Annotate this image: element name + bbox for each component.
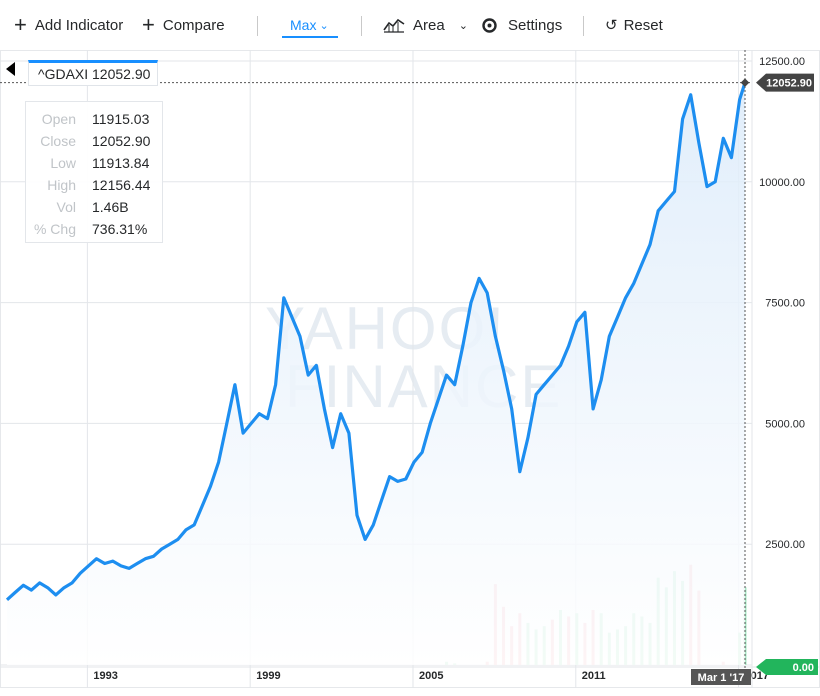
tooltip-label: % Chg: [33, 221, 76, 237]
crosshair-marker: [740, 78, 750, 87]
date-tag: [691, 669, 751, 685]
x-tick-label: 1999: [256, 670, 280, 682]
y-tick-label: 5000.00: [765, 418, 805, 430]
settings-label: Settings: [508, 16, 563, 34]
range-underline: [282, 36, 338, 38]
price-area: [7, 82, 745, 666]
toolbar-divider: [361, 16, 362, 36]
tooltip-label: Close: [40, 133, 76, 149]
tooltip-value: 12052.90: [92, 133, 151, 149]
tooltip-label: Vol: [56, 199, 76, 215]
x-tick-label: 2005: [419, 670, 443, 682]
tooltip-value: 12156.44: [92, 177, 151, 193]
reset-icon: ↺: [605, 17, 618, 34]
reset-button[interactable]: ↺ Reset: [605, 14, 663, 36]
tooltip-label: Open: [41, 111, 76, 127]
y-tick-label: 12500.00: [759, 56, 805, 68]
x-tick-label: 2011: [582, 670, 606, 682]
volume-tag-label: 0.00: [793, 662, 814, 674]
tooltip-row-close: Close 12052.90: [26, 130, 162, 152]
tooltip-value: 736.31%: [92, 221, 148, 237]
tooltip-label: Low: [50, 155, 76, 171]
tooltip-row-low: Low 11913.84: [26, 152, 162, 174]
chart-toolbar: + Add Indicator + Compare Max ⌄ Area ⌄ S…: [0, 0, 820, 50]
settings-button[interactable]: Settings: [481, 14, 562, 36]
price-tag: [756, 73, 814, 92]
tooltip-row-pct-change: % Chg 736.31%: [26, 218, 162, 240]
add-indicator-label: Add Indicator: [34, 16, 124, 34]
chart-type-label: Area: [413, 16, 445, 34]
tooltip-header-text: ^GDAXI 12052.90: [38, 66, 151, 82]
x-tick-label: 1993: [93, 670, 117, 682]
collapse-arrow-icon[interactable]: [6, 62, 15, 76]
tooltip-header: ^GDAXI 12052.90: [28, 60, 158, 86]
date-tag-label: Mar 1 '17: [698, 672, 745, 684]
chevron-down-icon: ⌄: [458, 19, 468, 32]
gear-icon: [482, 17, 497, 33]
range-dropdown[interactable]: Max ⌄: [290, 14, 329, 36]
area-chart-icon: [383, 18, 405, 33]
watermark: YAHOO! FINANCE: [265, 299, 563, 420]
toolbar-divider: [257, 16, 258, 36]
tooltip-value: 11913.84: [92, 155, 150, 171]
tooltip-value: 11915.03: [92, 111, 150, 127]
plus-icon: +: [142, 12, 155, 37]
tooltip-row-vol: Vol 1.46B: [26, 196, 162, 218]
y-tick-label: 7500.00: [765, 298, 805, 310]
y-tick-label: 2500.00: [765, 539, 805, 551]
price-tag-label: 12052.90: [766, 78, 812, 90]
price-line: [5, 82, 747, 601]
chart-type-dropdown[interactable]: Area ⌄: [383, 14, 468, 36]
range-label: Max: [290, 17, 317, 33]
tooltip-value: 1.46B: [92, 199, 129, 215]
compare-label: Compare: [162, 16, 225, 34]
tooltip-label: High: [47, 177, 76, 193]
toolbar-divider: [583, 16, 584, 36]
chevron-down-icon: ⌄: [319, 19, 329, 32]
plus-icon: +: [14, 12, 27, 37]
tooltip-row-open: Open 11915.03: [26, 108, 162, 130]
reset-label: Reset: [623, 16, 663, 34]
y-tick-label: 10000.00: [759, 177, 805, 189]
volume-tag: [756, 659, 818, 675]
tooltip-row-high: High 12156.44: [26, 174, 162, 196]
ohlc-tooltip: Open 11915.03 Close 12052.90 Low 11913.84 H…: [25, 101, 163, 243]
compare-button[interactable]: + Compare: [142, 14, 225, 36]
add-indicator-button[interactable]: + Add Indicator: [14, 14, 123, 36]
watermark-line-2: FINANCE: [285, 353, 563, 420]
